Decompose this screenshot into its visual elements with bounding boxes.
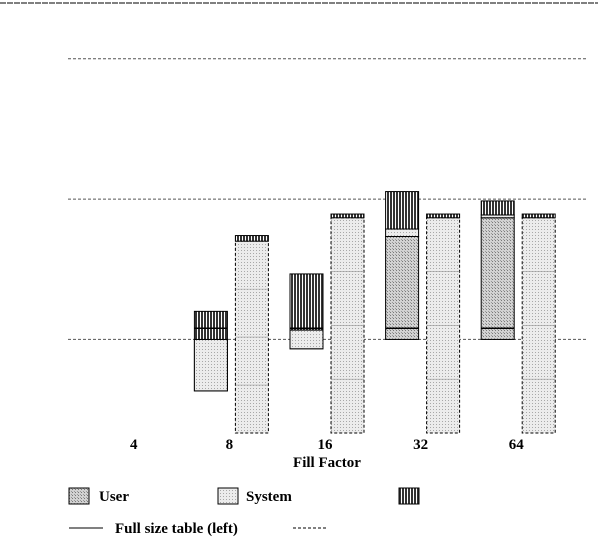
bar-hatch — [193, 310, 228, 340]
bar-system — [193, 338, 228, 392]
bar-user — [480, 217, 515, 340]
x-tick-label: 64 — [509, 437, 525, 453]
legend-label-user: User — [99, 489, 129, 505]
x-tick-label: 4 — [130, 437, 138, 453]
x-tick-label: 16 — [318, 437, 334, 453]
legend-swatch-system — [217, 487, 239, 505]
x-axis-label: Fill Factor — [293, 455, 361, 471]
bar-user — [385, 236, 420, 340]
bar-full-size-cap — [426, 213, 461, 219]
bar-full-size-cap — [234, 235, 269, 242]
bar-full-size-cap — [521, 213, 556, 219]
legend-swatch-hatch — [398, 487, 420, 505]
legend: User System Full size table (left) — [68, 487, 420, 537]
bar-hatch — [480, 200, 515, 216]
bar-full-size-cap — [330, 213, 365, 219]
legend-label-system: System — [246, 489, 292, 505]
x-tick-label: 8 — [226, 437, 234, 453]
bar-system — [385, 228, 420, 237]
bar-hatch — [385, 191, 420, 230]
x-tick-label: 32 — [413, 437, 428, 453]
legend-swatch-user — [68, 487, 90, 505]
bar-hatch — [289, 273, 324, 331]
bar-system — [289, 329, 324, 350]
legend-label-solid-line: Full size table (left) — [115, 521, 238, 537]
